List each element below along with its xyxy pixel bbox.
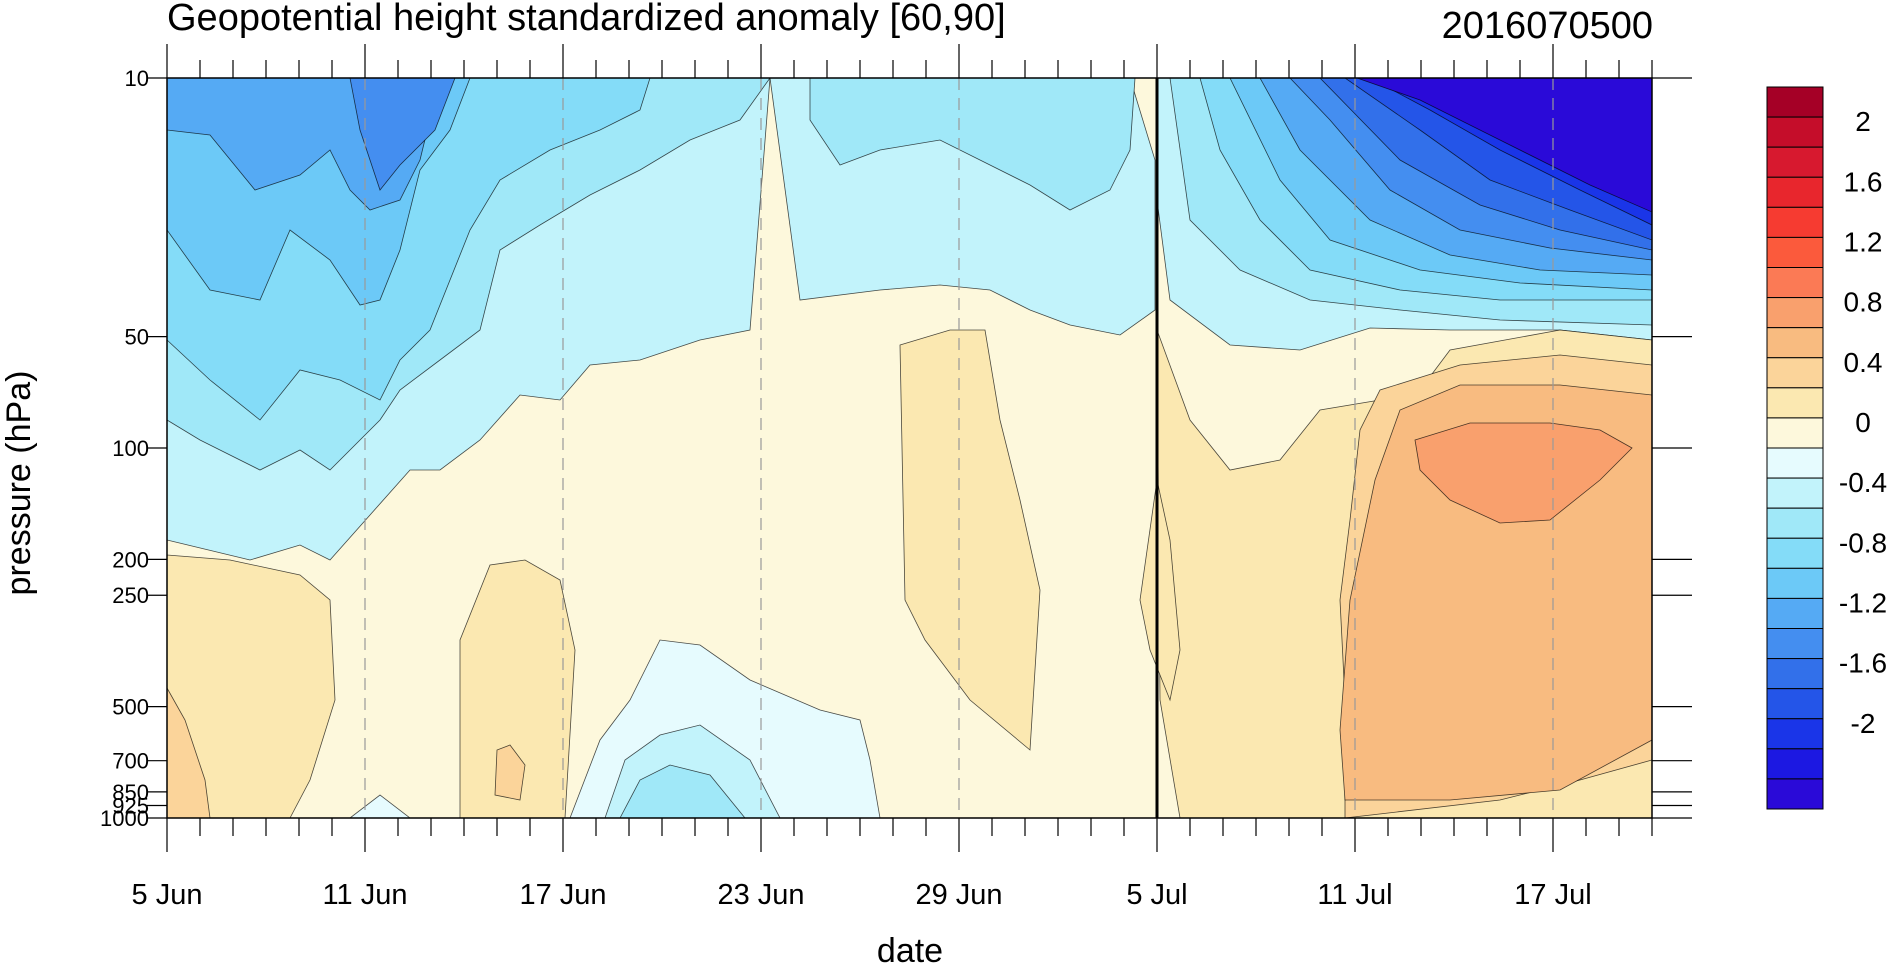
colorbar-swatch bbox=[1766, 86, 1824, 118]
anomaly-region-16jun-core bbox=[494, 744, 526, 801]
colorbar-swatch bbox=[1766, 236, 1824, 269]
anomaly-region-early-jun-lower bbox=[167, 554, 336, 818]
colorbar-label: 0.4 bbox=[1844, 347, 1883, 378]
colorbar-swatch bbox=[1766, 417, 1824, 449]
colorbar-label: -0.8 bbox=[1839, 527, 1887, 558]
colorbar-swatch bbox=[1766, 477, 1824, 509]
colorbar-label: -1.6 bbox=[1839, 648, 1887, 679]
colorbar-swatch bbox=[1766, 387, 1824, 419]
anomaly-region-29jun bbox=[899, 329, 1041, 751]
colorbar-swatch bbox=[1766, 778, 1824, 810]
anomaly-region-july-start bbox=[1139, 479, 1181, 702]
y-tick-label: 925 bbox=[112, 793, 149, 818]
colorbar-swatch bbox=[1766, 297, 1824, 329]
date-stamp: 2016070500 bbox=[1442, 5, 1653, 47]
colorbar-swatch bbox=[1766, 327, 1824, 359]
y-tick-label: 50 bbox=[125, 325, 149, 350]
x-tick-label: 11 Jul bbox=[1317, 879, 1392, 911]
colorbar-swatch bbox=[1766, 176, 1824, 208]
anomaly-region-late-jun-upper-mid bbox=[809, 78, 1136, 211]
plot-area bbox=[167, 78, 1652, 818]
colorbar-label: 1.2 bbox=[1844, 226, 1883, 257]
anomaly-region-lower-mid-core bbox=[619, 764, 746, 818]
y-axis-label: pressure (hPa) bbox=[0, 371, 38, 596]
colorbar-swatch bbox=[1766, 357, 1824, 389]
colorbar-swatch bbox=[1766, 116, 1824, 148]
x-tick-label: 23 Jun bbox=[717, 879, 804, 911]
x-tick-label: 5 Jul bbox=[1126, 879, 1187, 911]
colorbar-swatch bbox=[1766, 267, 1824, 299]
anomaly-region-17jul-core bbox=[1414, 422, 1633, 524]
colorbar-label: -1.2 bbox=[1839, 587, 1887, 618]
colorbar-label: -2 bbox=[1851, 708, 1876, 739]
chart-title: Geopotential height standardized anomaly… bbox=[167, 0, 1006, 39]
y-tick-label: 10 bbox=[125, 66, 149, 91]
colorbar-label: 1.6 bbox=[1844, 166, 1883, 197]
anomaly-region-11jun-core bbox=[349, 78, 456, 191]
y-tick-label: 200 bbox=[112, 547, 149, 572]
y-tick-label: 850 bbox=[112, 780, 149, 805]
x-tick-label: 29 Jun bbox=[915, 879, 1002, 911]
colorbar-swatch bbox=[1766, 597, 1824, 630]
y-tick-label: 700 bbox=[112, 749, 149, 774]
colorbar-swatch bbox=[1766, 628, 1824, 660]
anomaly-region-july-upper-core bbox=[1356, 78, 1652, 213]
colorbar-swatch bbox=[1766, 748, 1824, 780]
colorbar: 2 1.6 1.2 0.8 0.4 0 -0.4 -0.8 -1.2 -1.6 -2 bbox=[1766, 86, 1887, 810]
x-tick-label: 17 Jun bbox=[519, 879, 606, 911]
colorbar-swatch bbox=[1766, 658, 1824, 690]
x-axis-ticks: 5 Jun 11 Jun 17 Jun 23 Jun 29 Jun 5 Jul 11 Jul… bbox=[132, 44, 1653, 911]
colorbar-label: 0 bbox=[1855, 407, 1871, 438]
colorbar-swatch bbox=[1766, 206, 1824, 238]
colorbar-swatch bbox=[1766, 537, 1824, 569]
y-tick-label: 1000 bbox=[100, 806, 149, 831]
colorbar-label: 0.8 bbox=[1844, 287, 1883, 318]
colorbar-label: -0.4 bbox=[1839, 467, 1887, 498]
colorbar-swatch bbox=[1766, 567, 1824, 599]
y-tick-label: 100 bbox=[112, 436, 149, 461]
colorbar-swatch bbox=[1766, 718, 1824, 750]
colorbar-swatch bbox=[1766, 688, 1824, 720]
colorbar-swatch bbox=[1766, 507, 1824, 539]
y-tick-label: 500 bbox=[112, 695, 149, 720]
y-tick-label: 250 bbox=[112, 583, 149, 608]
x-tick-label: 5 Jun bbox=[132, 879, 203, 911]
x-axis-label: date bbox=[877, 932, 943, 963]
x-tick-label: 11 Jun bbox=[323, 879, 408, 911]
anomaly-region-5jun-core bbox=[167, 687, 211, 818]
anomaly-region-16jun bbox=[459, 559, 576, 818]
colorbar-label: 2 bbox=[1855, 106, 1871, 137]
colorbar-swatch bbox=[1766, 447, 1824, 479]
x-tick-label: 17 Jul bbox=[1514, 879, 1591, 911]
colorbar-swatch bbox=[1766, 146, 1824, 178]
